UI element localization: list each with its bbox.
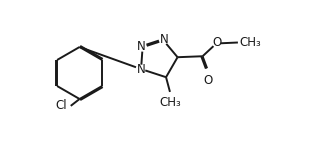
Text: O: O: [204, 74, 213, 87]
Text: Cl: Cl: [55, 99, 67, 112]
Text: N: N: [137, 40, 146, 53]
Text: O: O: [213, 36, 222, 49]
Text: N: N: [137, 63, 146, 76]
Text: N: N: [160, 33, 169, 46]
Text: CH₃: CH₃: [240, 36, 261, 49]
Text: CH₃: CH₃: [159, 96, 181, 109]
